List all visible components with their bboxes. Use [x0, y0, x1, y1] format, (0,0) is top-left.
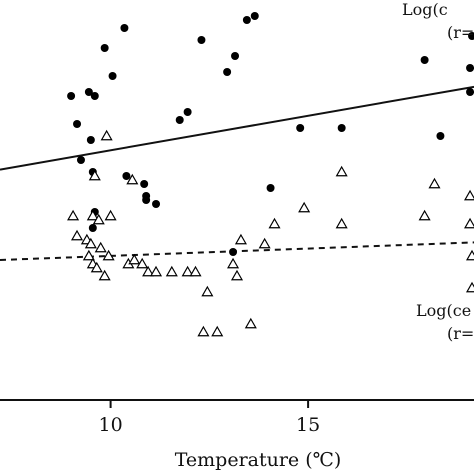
filled-circle-point: [466, 64, 474, 72]
annotation-bottom-1: Log(ce: [416, 301, 471, 320]
open-triangle-point: [201, 285, 214, 297]
open-triangle-point: [335, 165, 348, 177]
filled-circle-point: [420, 56, 429, 64]
filled-circle-point: [337, 124, 346, 132]
filled-circle-point: [183, 108, 192, 116]
filled-circle-point: [120, 24, 129, 32]
open-triangle-point: [298, 201, 311, 213]
open-triangle-point: [211, 325, 224, 337]
data-points: [67, 12, 474, 337]
open-triangle-point: [86, 209, 99, 221]
filled-circle-point: [84, 88, 93, 96]
filled-circle-point: [250, 12, 259, 20]
open-triangle-point: [90, 261, 103, 273]
open-triangle-point: [258, 237, 271, 249]
open-triangle-point: [464, 189, 474, 201]
filled-circle-point: [73, 120, 82, 128]
filled-circle-point: [468, 32, 474, 40]
open-triangle-point: [102, 249, 115, 261]
open-triangle-point: [335, 217, 348, 229]
x-tick-label: 15: [296, 414, 320, 436]
open-triangle-point: [464, 217, 474, 229]
filled-circle-point: [223, 68, 232, 76]
open-triangle-point: [94, 241, 107, 253]
open-triangle-point: [244, 317, 257, 329]
open-triangle-point: [227, 257, 240, 269]
filled-circle-point: [197, 36, 206, 44]
filled-circle-point: [142, 196, 151, 204]
filled-circle-point: [67, 92, 76, 100]
regression-line-dashed: [0, 241, 474, 261]
x-ticks: 10 15: [99, 400, 320, 436]
open-triangle-point: [268, 217, 281, 229]
open-triangle-point: [84, 237, 97, 249]
annotation-top-1: Log(c: [402, 0, 448, 19]
filled-circle-point: [152, 200, 161, 208]
open-triangle-point: [230, 269, 244, 281]
filled-circle-point: [266, 184, 275, 192]
open-triangle-point: [70, 229, 84, 241]
filled-circle-point: [296, 124, 305, 132]
filled-circle-point: [175, 116, 184, 124]
open-triangle-point: [418, 209, 431, 221]
filled-circle-point: [242, 16, 251, 24]
open-triangle-point: [142, 265, 155, 277]
filled-circle-point: [231, 52, 240, 60]
open-triangle-point: [165, 265, 178, 277]
annotation-top-2: (r=: [447, 23, 474, 42]
filled-circle-point: [122, 172, 131, 180]
open-triangle-point: [88, 169, 101, 181]
open-triangle-point: [92, 213, 105, 225]
filled-circle-point: [86, 136, 95, 144]
filled-circle-point: [88, 224, 97, 232]
open-triangle-point: [197, 325, 210, 337]
open-triangle-point: [98, 269, 111, 281]
x-axis-label: Temperature (℃): [175, 449, 342, 471]
open-triangle-point: [465, 249, 474, 261]
open-triangle-point: [126, 173, 139, 185]
filled-circle-point: [229, 248, 238, 256]
regression-line-solid: [0, 85, 474, 171]
open-triangle-point: [428, 177, 441, 189]
open-triangle-point: [189, 265, 202, 277]
open-triangle-point: [465, 281, 474, 293]
filled-circle-point: [76, 156, 85, 164]
filled-circle-point: [108, 72, 117, 80]
regression-lines: [0, 85, 474, 261]
filled-circle-point: [140, 180, 149, 188]
open-triangle-point: [234, 233, 247, 245]
open-triangle-point: [82, 249, 95, 261]
open-triangle-point: [149, 265, 163, 277]
filled-circle-point: [100, 44, 109, 52]
open-triangle-point: [181, 265, 194, 277]
open-triangle-point: [136, 257, 149, 269]
open-triangle-point: [67, 209, 80, 221]
filled-circle-point: [90, 92, 99, 100]
x-tick-label: 10: [99, 414, 123, 436]
open-triangle-point: [104, 209, 117, 221]
filled-circle-point: [466, 88, 474, 96]
filled-circle-point: [436, 132, 445, 140]
open-triangle-point: [128, 253, 141, 265]
open-triangle-point: [100, 129, 113, 141]
annotation-bottom-2: (r=: [447, 324, 474, 343]
